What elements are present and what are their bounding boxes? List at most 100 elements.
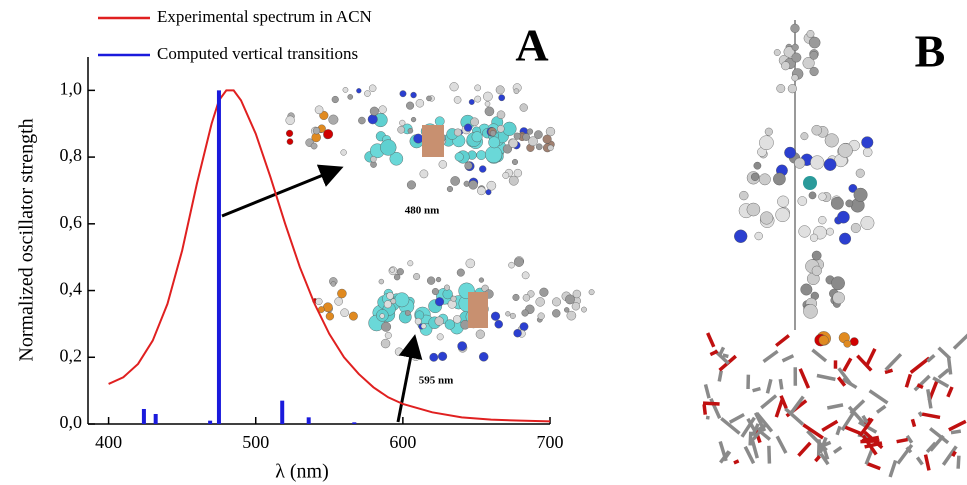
atom xyxy=(476,150,487,160)
y-tick-label: 0,4 xyxy=(60,279,83,299)
atom xyxy=(413,273,421,281)
y-tick-label: 1,0 xyxy=(60,78,83,98)
atom xyxy=(588,289,595,296)
atom xyxy=(818,335,829,346)
atom xyxy=(513,88,520,94)
atom xyxy=(809,51,819,60)
atom xyxy=(438,160,448,169)
atom xyxy=(853,187,868,202)
atom xyxy=(314,105,324,115)
atom xyxy=(488,136,501,149)
atom xyxy=(446,185,454,193)
atom xyxy=(453,315,462,324)
bond xyxy=(923,454,931,471)
atom xyxy=(389,267,395,273)
bond xyxy=(858,417,874,437)
bond xyxy=(865,348,877,366)
atom xyxy=(830,196,844,210)
atom xyxy=(535,143,543,151)
atom xyxy=(347,94,354,100)
atom xyxy=(512,293,520,301)
transition-bar xyxy=(216,90,221,424)
bond xyxy=(884,352,903,372)
bond xyxy=(951,450,957,457)
atom xyxy=(758,173,771,186)
legend-label: Computed vertical transitions xyxy=(157,44,358,63)
bond xyxy=(759,430,772,441)
atom xyxy=(470,117,479,127)
atom xyxy=(450,295,457,302)
y-tick-label: 0,8 xyxy=(60,145,83,165)
atom xyxy=(781,61,791,71)
transition-bar xyxy=(141,408,146,424)
bond xyxy=(904,373,913,388)
atom xyxy=(407,260,414,267)
atom xyxy=(328,114,339,125)
atom xyxy=(759,135,774,151)
atom xyxy=(286,138,294,145)
atom xyxy=(449,82,459,92)
atom xyxy=(380,338,391,349)
atom xyxy=(413,133,424,144)
metal xyxy=(468,292,488,328)
bond xyxy=(946,386,954,398)
bond xyxy=(755,411,774,433)
bond xyxy=(743,445,756,465)
atom xyxy=(777,195,790,208)
atom xyxy=(453,96,462,104)
atom xyxy=(340,308,349,317)
atom xyxy=(406,101,415,110)
bond xyxy=(956,455,961,469)
atom xyxy=(464,161,473,170)
atom xyxy=(545,126,556,137)
atom xyxy=(384,331,392,339)
atom xyxy=(394,292,410,308)
atom xyxy=(514,257,524,267)
atom xyxy=(508,261,515,269)
atom xyxy=(860,216,875,230)
bond xyxy=(750,437,759,459)
bond xyxy=(926,354,936,363)
atom xyxy=(534,130,543,139)
atom xyxy=(370,156,377,163)
atom xyxy=(484,106,495,117)
atom xyxy=(519,103,528,112)
bond xyxy=(746,417,757,433)
atom xyxy=(798,225,811,238)
bond xyxy=(864,447,875,465)
atom xyxy=(356,88,362,94)
bond xyxy=(709,397,722,419)
atom xyxy=(378,105,387,114)
atom xyxy=(581,306,587,313)
atom xyxy=(522,133,531,141)
atom xyxy=(465,258,476,269)
bond xyxy=(748,431,753,446)
atom xyxy=(861,136,874,149)
arrow xyxy=(396,334,423,423)
atom xyxy=(478,352,489,362)
bond xyxy=(915,456,924,466)
atom xyxy=(831,276,845,291)
bond xyxy=(784,407,805,426)
atom xyxy=(838,143,853,158)
atom xyxy=(285,115,295,125)
atom xyxy=(823,158,837,171)
atom xyxy=(505,311,511,317)
atom xyxy=(566,310,577,321)
bond xyxy=(728,412,745,424)
bond xyxy=(842,357,853,372)
atom xyxy=(337,288,347,299)
atom xyxy=(547,144,554,151)
atom xyxy=(397,125,405,134)
atom xyxy=(502,121,517,136)
atom xyxy=(364,90,371,97)
bond xyxy=(789,395,805,415)
y-tick-label: 0,2 xyxy=(60,345,83,365)
atom xyxy=(390,298,397,304)
atom xyxy=(389,151,404,166)
atom xyxy=(502,144,512,154)
atom xyxy=(340,149,347,156)
atom xyxy=(800,283,813,296)
atom xyxy=(542,134,552,144)
